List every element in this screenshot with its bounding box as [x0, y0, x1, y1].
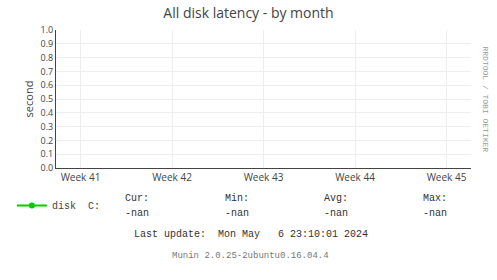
svg-text:0.4: 0.4	[41, 106, 54, 119]
svg-text:All disk latency - by month: All disk latency - by month	[163, 3, 333, 22]
svg-text:0.8: 0.8	[41, 51, 54, 64]
svg-text:Max:: Max:	[423, 193, 447, 204]
svg-text:1.0: 1.0	[41, 23, 54, 36]
svg-text:-nan: -nan	[225, 208, 249, 219]
svg-text:Week 42: Week 42	[152, 170, 192, 184]
svg-text:-nan: -nan	[125, 208, 149, 219]
svg-text:-nan: -nan	[423, 208, 447, 219]
svg-text:Cur:: Cur:	[125, 193, 149, 204]
svg-text:Week 41: Week 41	[61, 170, 101, 184]
svg-text:Munin 2.0.25-2ubuntu0.16.04.4: Munin 2.0.25-2ubuntu0.16.04.4	[172, 251, 329, 261]
svg-text:Week 44: Week 44	[335, 170, 375, 184]
svg-text:0.5: 0.5	[41, 92, 54, 105]
svg-text:Last update: Mon May 6 23:1: Last update: Mon May 6 23:10:01 2024	[134, 229, 368, 240]
svg-text:0.3: 0.3	[41, 120, 54, 133]
svg-text:second: second	[21, 81, 36, 118]
svg-text:Week 45: Week 45	[427, 170, 467, 184]
svg-text:Avg:: Avg:	[324, 193, 348, 204]
svg-text:0.0: 0.0	[41, 161, 54, 174]
svg-text:0.6: 0.6	[41, 78, 54, 91]
svg-text:0.7: 0.7	[41, 65, 54, 78]
svg-text:RRDTOOL / TOBI OETIKER: RRDTOOL / TOBI OETIKER	[481, 47, 490, 153]
svg-text:0.1: 0.1	[41, 147, 54, 160]
svg-text:-nan: -nan	[324, 208, 348, 219]
svg-text:0.2: 0.2	[41, 134, 54, 147]
svg-text:Min:: Min:	[225, 193, 249, 204]
svg-text:0.9: 0.9	[41, 37, 54, 50]
svg-text:disk C:: disk C:	[52, 201, 100, 212]
svg-text:Week 43: Week 43	[244, 170, 284, 184]
